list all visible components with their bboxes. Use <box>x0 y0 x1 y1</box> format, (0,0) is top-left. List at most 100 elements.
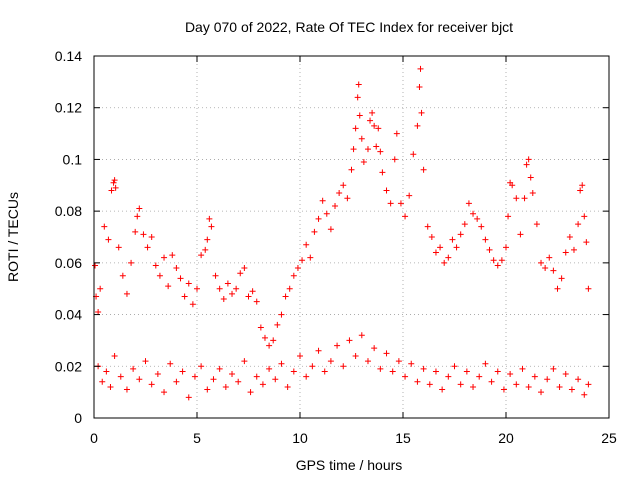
data-point <box>198 363 205 370</box>
y-tick-label: 0.1 <box>63 151 83 167</box>
data-point <box>371 345 378 352</box>
data-point <box>550 267 557 274</box>
data-point <box>315 215 322 222</box>
data-point <box>533 221 540 228</box>
data-point <box>542 265 549 272</box>
data-point <box>531 373 538 380</box>
data-point <box>247 389 254 396</box>
data-point <box>144 244 151 251</box>
data-point <box>216 365 223 372</box>
data-point <box>136 376 143 383</box>
data-point <box>253 298 260 305</box>
data-point <box>148 381 155 388</box>
data-point <box>566 234 573 240</box>
data-point <box>123 290 130 297</box>
data-point <box>367 117 374 124</box>
data-point <box>216 285 223 292</box>
data-point <box>375 125 382 132</box>
data-point <box>513 381 520 388</box>
data-point <box>457 381 464 388</box>
data-point <box>233 285 240 292</box>
data-point <box>284 383 291 390</box>
data-point <box>410 151 417 158</box>
data-point <box>358 332 365 339</box>
data-point <box>99 378 106 385</box>
data-point <box>457 231 464 238</box>
data-points <box>92 65 592 401</box>
y-axis-label: ROTI / TECUs <box>5 192 21 282</box>
data-point <box>371 122 378 129</box>
data-point <box>103 368 110 375</box>
y-tick-label: 0 <box>74 410 82 426</box>
data-point <box>303 241 310 248</box>
data-point <box>299 257 306 264</box>
data-point <box>191 373 198 380</box>
data-point <box>525 156 532 163</box>
data-point <box>556 383 563 390</box>
data-point <box>389 368 396 375</box>
y-tick-label: 0.06 <box>55 255 82 271</box>
data-point <box>110 179 117 186</box>
data-point <box>237 270 244 277</box>
data-point <box>562 249 569 256</box>
data-point <box>383 187 390 194</box>
data-point <box>294 265 301 272</box>
data-point <box>177 275 184 282</box>
data-point <box>272 376 279 383</box>
data-point <box>136 205 143 212</box>
data-point <box>402 373 409 380</box>
data-point <box>307 254 314 261</box>
y-tick-label: 0.12 <box>55 100 82 116</box>
data-point <box>525 383 532 390</box>
data-point <box>274 321 281 328</box>
data-point <box>278 360 285 367</box>
data-point <box>210 376 217 383</box>
data-point <box>562 371 569 378</box>
data-point <box>222 383 229 390</box>
data-point <box>348 166 355 173</box>
data-point <box>377 365 384 372</box>
data-point <box>282 293 289 300</box>
y-tick-label: 0.08 <box>55 203 82 219</box>
data-point <box>212 272 219 279</box>
data-point <box>424 223 431 230</box>
data-point <box>417 65 424 72</box>
data-point <box>167 360 174 367</box>
data-point <box>509 182 516 189</box>
data-point <box>185 394 192 401</box>
x-tick-label: 25 <box>601 430 617 446</box>
data-point <box>583 239 590 246</box>
data-point <box>346 337 353 344</box>
data-point <box>373 143 380 150</box>
data-point <box>414 378 421 385</box>
data-point <box>461 221 468 228</box>
data-point <box>220 296 227 303</box>
data-point <box>253 373 260 380</box>
data-point <box>554 285 561 292</box>
data-point <box>332 202 339 209</box>
data-point <box>445 254 452 261</box>
data-point <box>470 383 477 390</box>
data-point <box>241 265 248 272</box>
data-point <box>323 210 330 217</box>
data-point <box>579 182 586 189</box>
data-point <box>364 146 371 153</box>
data-point <box>558 275 565 282</box>
data-point <box>470 210 477 217</box>
data-point <box>474 215 481 222</box>
data-point <box>476 373 483 380</box>
data-point <box>529 190 536 197</box>
data-point <box>245 293 252 300</box>
grid <box>94 56 609 418</box>
data-point <box>202 246 209 253</box>
data-point <box>334 342 341 349</box>
data-point <box>198 252 205 259</box>
data-point <box>259 381 266 388</box>
data-point <box>379 169 386 176</box>
data-point <box>377 148 384 155</box>
data-point <box>350 146 357 153</box>
data-point <box>105 236 112 243</box>
data-point <box>486 246 493 253</box>
data-point <box>546 254 553 261</box>
data-point <box>418 109 425 116</box>
